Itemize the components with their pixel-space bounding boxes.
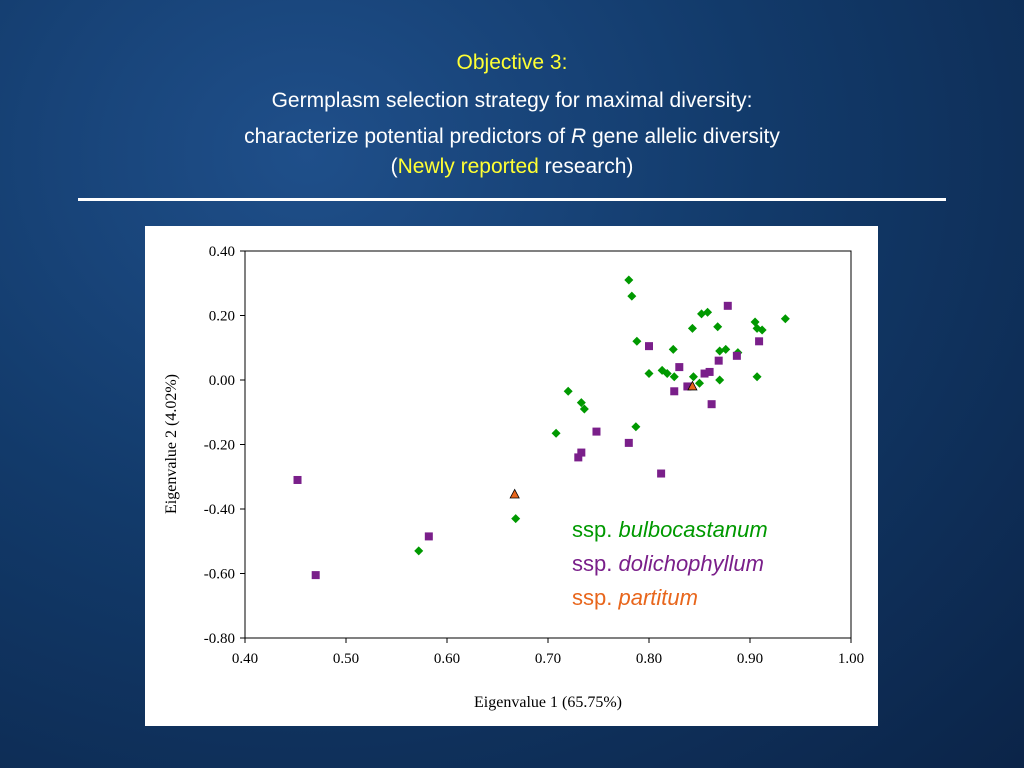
legend-prefix: ssp.	[572, 517, 618, 542]
point-dolichophyllum	[670, 387, 679, 396]
point-bulbocastanum	[624, 275, 634, 285]
plot-area	[244, 250, 852, 639]
y-tick-label: 0.40	[209, 244, 235, 260]
legend-name: partitum	[617, 585, 697, 610]
x-tick-label: 0.40	[232, 651, 258, 667]
chart-panel: 0.40 0.50 0.60 0.70 0.80 0.90 1.00 0.40 0.20 0.00…	[145, 226, 878, 726]
y-tick-label: -0.40	[204, 502, 235, 518]
predictors-text: characterize potential predictors of	[244, 125, 571, 148]
x-tick-label: 0.70	[535, 651, 561, 667]
x-tick-label: 0.50	[333, 651, 359, 667]
point-partitum	[687, 380, 698, 391]
point-bulbocastanum	[662, 369, 672, 379]
x-tick-label: 1.00	[838, 651, 864, 667]
point-bulbocastanum	[563, 386, 573, 396]
legend-name: bulbocastanum	[618, 517, 767, 542]
point-bulbocastanum	[576, 398, 586, 408]
point-bulbocastanum	[688, 372, 698, 382]
point-dolichophyllum	[592, 427, 601, 436]
y-tick-label: -0.20	[204, 438, 235, 454]
y-tick-label: 0.00	[209, 373, 235, 389]
legend-entry-dolichophyllum: ssp. dolichophyllum	[572, 551, 764, 576]
point-bulbocastanum	[750, 317, 760, 327]
point-bulbocastanum	[631, 422, 641, 432]
scatter-chart: 0.40 0.50 0.60 0.70 0.80 0.90 1.00 0.40 0.20 0.00…	[163, 244, 864, 711]
y-tick-label: -0.80	[204, 631, 235, 647]
paren-open: (	[390, 155, 398, 178]
point-bulbocastanum	[752, 372, 762, 382]
point-bulbocastanum	[657, 365, 667, 375]
point-bulbocastanum	[713, 322, 723, 332]
research-note: (Newly reported research)	[0, 152, 1024, 182]
point-bulbocastanum	[695, 378, 704, 388]
legend-entry-bulbocastanum: ssp. bulbocastanum	[572, 517, 768, 542]
header-divider	[78, 198, 946, 201]
point-dolichophyllum	[723, 301, 732, 310]
y-tick-label: 0.20	[209, 309, 235, 325]
point-dolichophyllum	[755, 337, 764, 346]
point-bulbocastanum	[780, 314, 790, 324]
point-bulbocastanum	[668, 344, 678, 354]
point-dolichophyllum	[683, 382, 692, 391]
point-bulbocastanum	[757, 325, 767, 335]
newly-reported-highlight: Newly reported	[397, 155, 539, 178]
point-partitum	[509, 488, 520, 499]
x-tick-label: 0.80	[636, 651, 662, 667]
objective-heading: Objective 3:	[456, 51, 568, 74]
point-dolichophyllum	[577, 448, 586, 457]
point-bulbocastanum	[627, 291, 637, 301]
point-dolichophyllum	[714, 356, 723, 365]
point-bulbocastanum	[687, 323, 697, 333]
x-axis-label: Eigenvalue 1 (65.75%)	[474, 694, 622, 711]
legend-entry-partitum: ssp. partitum	[572, 585, 698, 610]
y-tick-label: -0.60	[204, 567, 235, 583]
legend-prefix: ssp.	[572, 585, 618, 610]
subtitle-line-predictors: characterize potential predictors of R g…	[0, 122, 1024, 152]
point-dolichophyllum	[311, 571, 320, 580]
legend-name: dolichophyllum	[618, 551, 764, 576]
point-bulbocastanum	[414, 546, 424, 556]
point-bulbocastanum	[579, 404, 589, 414]
point-dolichophyllum	[707, 400, 716, 409]
point-dolichophyllum	[293, 475, 302, 484]
point-bulbocastanum	[721, 344, 731, 354]
subtitle-line: Germplasm selection strategy for maximal…	[271, 89, 753, 112]
x-tick-label: 0.90	[737, 651, 763, 667]
allelic-text: gene allelic diversity	[586, 125, 780, 148]
r-gene-italic: R	[570, 125, 587, 148]
point-bulbocastanum	[715, 375, 725, 385]
point-dolichophyllum	[574, 453, 583, 462]
research-text: research)	[538, 155, 634, 178]
point-dolichophyllum	[675, 363, 684, 372]
point-dolichophyllum	[657, 469, 666, 478]
point-dolichophyllum	[732, 351, 741, 360]
y-axis-label: Eigenvalue 2 (4.02%)	[163, 374, 180, 514]
point-bulbocastanum	[669, 372, 679, 382]
point-dolichophyllum	[645, 342, 653, 351]
point-bulbocastanum	[511, 514, 521, 524]
point-bulbocastanum	[644, 369, 654, 379]
point-bulbocastanum	[632, 336, 642, 346]
point-bulbocastanum	[551, 428, 561, 438]
point-dolichophyllum	[624, 438, 633, 447]
legend-prefix: ssp.	[572, 551, 618, 576]
x-tick-label: 0.60	[434, 651, 460, 667]
point-dolichophyllum	[705, 367, 714, 376]
point-dolichophyllum	[424, 532, 433, 541]
point-bulbocastanum	[703, 307, 713, 317]
point-dolichophyllum	[700, 369, 709, 378]
